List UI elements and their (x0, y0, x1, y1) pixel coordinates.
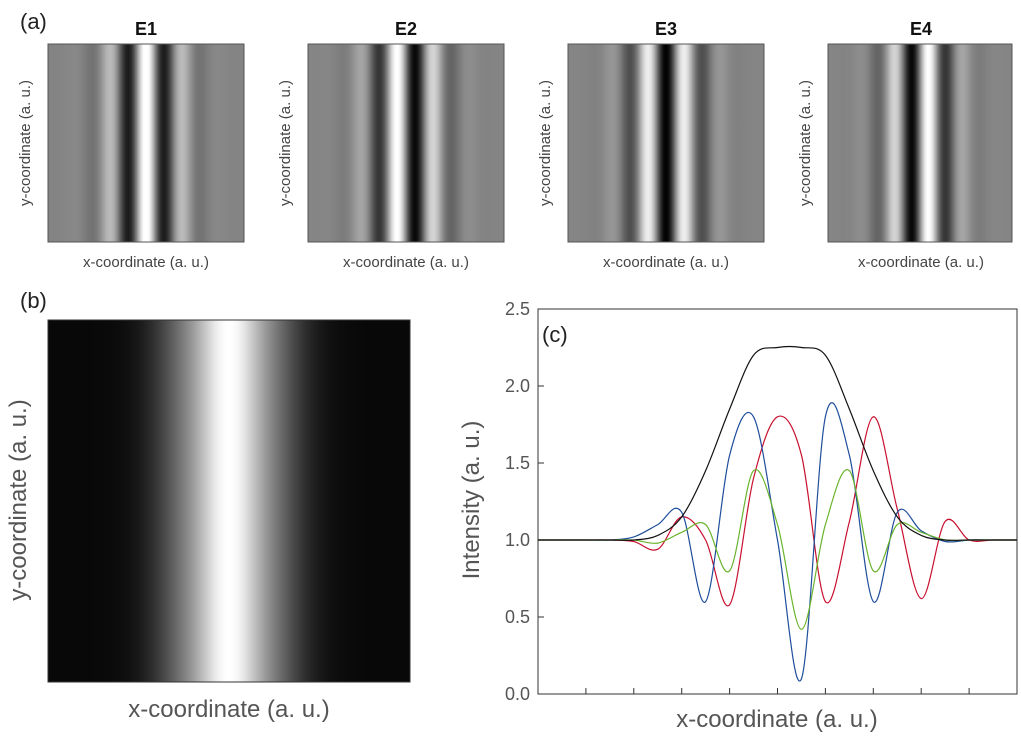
chart-ylabel: Intensity (a. u.) (458, 421, 485, 580)
map-ylabel: y-coordinate (a. u.) (537, 80, 554, 206)
blue-curve (538, 402, 1017, 682)
series-lines (538, 345, 1017, 682)
map-xlabel: x-coordinate (a. u.) (83, 254, 209, 271)
small-map-e2: E2 x-coordinate (a. u.) y-coordinate (a.… (277, 19, 505, 271)
map-ylabel: y-coordinate (a. u.) (797, 80, 814, 206)
green-curve (538, 469, 1017, 630)
chart-xlabel: x-coordinate (a. u.) (676, 706, 877, 733)
map-image (47, 43, 245, 243)
map-image (567, 43, 765, 243)
big-map-ylabel: y-coordinate (a. u.) (5, 399, 32, 600)
map-ylabel: y-coordinate (a. u.) (17, 80, 34, 206)
y-tick-label: 0.5 (505, 607, 530, 627)
map-title: E1 (135, 19, 157, 39)
y-ticks: 0.0 0.5 1.0 1.5 2.0 2.5 (505, 299, 544, 704)
map-ylabel: y-coordinate (a. u.) (277, 80, 294, 206)
map-image (307, 43, 505, 243)
panel-label-a: (a) (20, 9, 47, 34)
panel-label-b: (b) (20, 288, 47, 313)
map-title: E2 (395, 19, 417, 39)
small-map-e1: E1 x-coordinate (a. u.) y-coordinate (a.… (17, 19, 245, 271)
big-map: x-coordinate (a. u.) y-coordinate (a. u.… (5, 319, 411, 723)
plot-frame (537, 308, 1018, 695)
big-map-image (47, 319, 411, 683)
map-xlabel: x-coordinate (a. u.) (343, 254, 469, 271)
y-tick-label: 2.5 (505, 299, 530, 319)
map-title: E3 (655, 19, 677, 39)
map-xlabel: x-coordinate (a. u.) (858, 254, 984, 271)
y-tick-label: 0.0 (505, 684, 530, 704)
intensity-chart: 0.00.51.01.52.02.5 x-coordinate (a. u.) … (458, 299, 1018, 733)
map-title: E4 (910, 19, 932, 39)
x-ticks (585, 688, 970, 694)
small-map-e4: E4 x-coordinate (a. u.) y-coordinate (a.… (797, 19, 1013, 271)
y-tick-label: 2.0 (505, 376, 530, 396)
panel-label-c: (c) (542, 322, 568, 347)
red-curve (538, 415, 1017, 607)
map-xlabel: x-coordinate (a. u.) (603, 254, 729, 271)
y-tick-label: 1.0 (505, 530, 530, 550)
big-map-xlabel: x-coordinate (a. u.) (128, 696, 329, 723)
y-tick-label: 1.5 (505, 453, 530, 473)
map-image (827, 43, 1013, 243)
small-map-e3: E3 x-coordinate (a. u.) y-coordinate (a.… (537, 19, 765, 271)
black-curve (538, 345, 1017, 541)
